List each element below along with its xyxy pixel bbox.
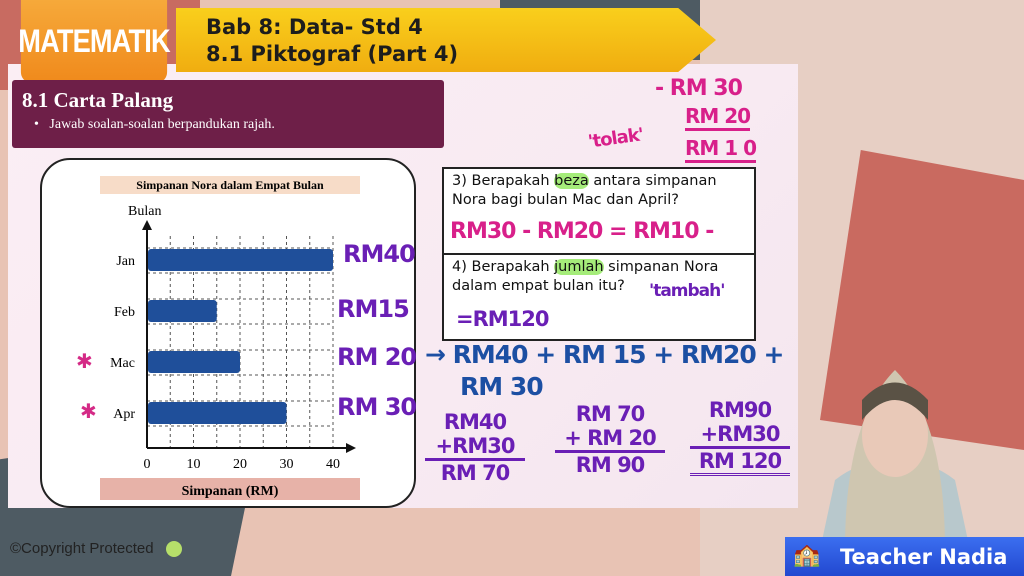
q4-text-rest: simpanan Nora dalam empat bulan itu?	[452, 259, 719, 294]
bar-mac	[148, 351, 240, 373]
star-icon: ✱	[76, 349, 93, 373]
addition-1: RM40 +RM30 RM 70	[425, 410, 525, 485]
logo-icon	[165, 541, 182, 558]
q3-text: 3) Berapakah	[452, 173, 555, 189]
add3-a: RM90	[708, 398, 772, 422]
bar-chart: Simpanan Nora dalam Empat Bulan Bulan Ja…	[76, 176, 360, 500]
x-tick-label: 40	[326, 457, 340, 472]
sum-line-2: RM 30	[460, 372, 544, 401]
add1-result: RM 70	[440, 461, 511, 485]
q4-answer: =RM120	[456, 307, 549, 331]
y-tick-label: Feb	[114, 305, 135, 320]
chapter-title: Bab 8: Data- Std 4	[206, 15, 423, 39]
chart-card	[40, 158, 416, 508]
bar-apr	[148, 402, 287, 424]
q4-text: 4) Berapakah	[452, 259, 555, 275]
annotation-tambah: 'tambah'	[649, 281, 725, 301]
sum-line-1: → RM40 + RM 15 + RM20 +	[425, 340, 784, 369]
annotation-sub-top: - RM 30	[655, 76, 743, 101]
q3-text-rest: antara simpanan Nora bagi bulan Mac dan …	[452, 173, 717, 208]
y-tick-label: Apr	[113, 407, 135, 422]
annotation-jan: RM40	[343, 240, 416, 268]
topic-box: 8.1 Carta Palang • Jawab soalan-soalan b…	[12, 80, 444, 148]
subject-badge: MATEMATIK	[18, 0, 171, 82]
topic-instruction: • Jawab soalan-soalan berpandukan rajah.	[34, 117, 275, 132]
add1-b: +RM30	[425, 434, 525, 461]
y-tick-label: Mac	[110, 356, 135, 371]
star-icon: ✱	[80, 399, 97, 423]
addition-2: RM 70 + RM 20 RM 90	[555, 402, 665, 477]
add2-b: + RM 20	[555, 426, 665, 453]
topic-title: 8.1 Carta Palang	[22, 88, 174, 112]
question-4: 4) Berapakah jumlah simpanan Nora dalam …	[444, 255, 754, 299]
school-icon: 🏫	[793, 543, 821, 568]
annotation-sub-mid: RM 20	[685, 104, 751, 131]
bar-jan	[148, 249, 333, 271]
question-4-section: 4) Berapakah jumlah simpanan Nora dalam …	[444, 253, 754, 331]
q3-answer: RM30 - RM20 = RM10 -	[450, 219, 714, 244]
x-axis-label-bg	[100, 478, 360, 500]
annotation-sub-result: RM 1 0	[685, 136, 757, 163]
y-tick-label: Jan	[116, 254, 135, 269]
q3-highlight: beza	[554, 173, 589, 189]
star-marks: ✱ ✱	[76, 349, 97, 423]
copyright-text: ©Copyright Protected	[10, 540, 154, 557]
chart-title-bg	[100, 176, 360, 194]
instruction-text: Jawab soalan-soalan berpandukan rajah.	[49, 117, 275, 132]
question-box: 3) Berapakah beza antara simpanan Nora b…	[442, 167, 756, 341]
bar-feb	[148, 300, 217, 322]
x-axis-arrow	[346, 443, 356, 453]
y-axis-label: Bulan	[128, 204, 161, 219]
x-axis-label: Simpanan (RM)	[182, 484, 279, 499]
chapter-banner: Bab 8: Data- Std 4 8.1 Piktograf (Part 4…	[176, 8, 716, 72]
addition-3: RM90 +RM30 RM 120	[690, 398, 790, 476]
question-3: 3) Berapakah beza antara simpanan Nora b…	[444, 169, 754, 213]
x-tick-label: 20	[233, 457, 247, 472]
x-tick-label: 10	[187, 457, 201, 472]
add2-a: RM 70	[575, 402, 646, 426]
copyright-notice: ©Copyright Protected	[10, 540, 182, 558]
chapter-subtitle: 8.1 Piktograf (Part 4)	[206, 42, 459, 66]
add3-b: +RM30	[690, 422, 790, 449]
presenter-video	[820, 370, 970, 550]
add3-result: RM 120	[690, 449, 790, 476]
x-tick-label: 0	[144, 457, 151, 472]
annotation-mac: RM 20	[337, 343, 417, 371]
add1-a: RM40	[443, 410, 507, 434]
x-tick-label: 30	[280, 457, 294, 472]
y-axis-arrow	[142, 220, 152, 230]
presenter-nameplate: 🏫 Teacher Nadia	[785, 537, 1024, 576]
add2-result: RM 90	[575, 453, 646, 477]
annotation-feb: RM15	[337, 295, 410, 323]
chart-title: Simpanan Nora dalam Empat Bulan	[136, 178, 324, 192]
annotation-apr: RM 30	[337, 393, 417, 421]
q4-highlight: jumlah	[554, 259, 604, 275]
presenter-name: Teacher Nadia	[840, 544, 1008, 569]
